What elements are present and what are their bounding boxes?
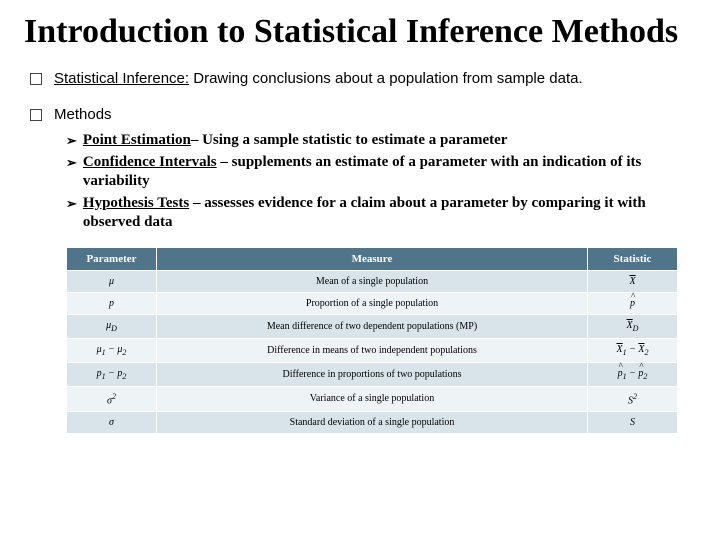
cell-stat: X [588, 270, 678, 292]
sub-hypothesis-tests-text: Hypothesis Tests – assesses evidence for… [83, 194, 696, 233]
parameter-table-wrap: Parameter Measure Statistic μ Mean of a … [66, 247, 678, 434]
cell-measure: Mean difference of two dependent populat… [157, 314, 588, 338]
table-row: p Proportion of a single population p [67, 292, 678, 314]
cell-stat: X1 − X2 [588, 338, 678, 362]
slide-title: Introduction to Statistical Inference Me… [24, 14, 696, 51]
triangle-bullet-icon: ➢ [66, 196, 77, 213]
cell-stat: XD [588, 314, 678, 338]
table-row: σ2 Variance of a single population S2 [67, 386, 678, 411]
table-row: μD Mean difference of two dependent popu… [67, 314, 678, 338]
cell-param: σ2 [67, 386, 157, 411]
cell-measure: Difference in proportions of two populat… [157, 362, 588, 386]
cell-measure: Standard deviation of a single populatio… [157, 412, 588, 434]
bullet-inference-text: Statistical Inference: Drawing conclusio… [54, 69, 696, 89]
bullet-inference: Statistical Inference: Drawing conclusio… [30, 69, 696, 89]
cell-param: σ [67, 412, 157, 434]
cell-measure: Mean of a single population [157, 270, 588, 292]
th-statistic: Statistic [588, 247, 678, 270]
sub-confidence-intervals-text: Confidence Intervals – supplements an es… [83, 153, 696, 192]
cell-measure: Difference in means of two independent p… [157, 338, 588, 362]
cell-param: μ1 − μ2 [67, 338, 157, 362]
cell-stat: S2 [588, 386, 678, 411]
table-row: μ1 − μ2 Difference in means of two indep… [67, 338, 678, 362]
bullet-inference-rest: Drawing conclusions about a population f… [189, 70, 583, 87]
table-header-row: Parameter Measure Statistic [67, 247, 678, 270]
sub-hypothesis-tests: ➢ Hypothesis Tests – assesses evidence f… [66, 194, 696, 233]
sub2-label: Confidence Intervals [83, 154, 217, 170]
bullet-methods-text: Methods [54, 105, 696, 125]
sub-point-estimation-text: Point Estimation– Using a sample statist… [83, 131, 696, 151]
sub3-label: Hypothesis Tests [83, 195, 189, 211]
cell-param: p [67, 292, 157, 314]
square-bullet-icon [30, 109, 42, 121]
table-row: μ Mean of a single population X [67, 270, 678, 292]
th-parameter: Parameter [67, 247, 157, 270]
cell-measure: Variance of a single population [157, 386, 588, 411]
cell-param: μD [67, 314, 157, 338]
sub-confidence-intervals: ➢ Confidence Intervals – supplements an … [66, 153, 696, 192]
parameter-table: Parameter Measure Statistic μ Mean of a … [66, 247, 678, 434]
table-row: p1 − p2 Difference in proportions of two… [67, 362, 678, 386]
slide: Introduction to Statistical Inference Me… [0, 0, 720, 540]
sub1-rest: – Using a sample statistic to estimate a… [191, 132, 508, 148]
bullet-methods: Methods [30, 105, 696, 125]
cell-param: μ [67, 270, 157, 292]
cell-stat: S [588, 412, 678, 434]
cell-stat: p1 − p2 [588, 362, 678, 386]
cell-param: p1 − p2 [67, 362, 157, 386]
bullet-inference-label: Statistical Inference: [54, 70, 189, 87]
sub-point-estimation: ➢ Point Estimation– Using a sample stati… [66, 131, 696, 151]
table-row: σ Standard deviation of a single populat… [67, 412, 678, 434]
cell-stat: p [588, 292, 678, 314]
triangle-bullet-icon: ➢ [66, 133, 77, 150]
square-bullet-icon [30, 73, 42, 85]
sub1-label: Point Estimation [83, 132, 191, 148]
triangle-bullet-icon: ➢ [66, 155, 77, 172]
th-measure: Measure [157, 247, 588, 270]
cell-measure: Proportion of a single population [157, 292, 588, 314]
